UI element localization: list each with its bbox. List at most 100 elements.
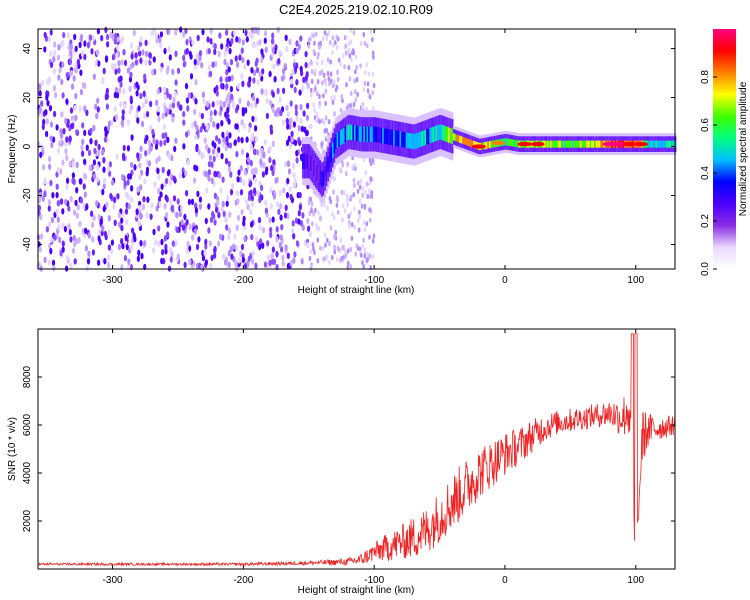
spectrogram-speckle (41, 123, 45, 130)
spectrogram-band-core (441, 125, 445, 141)
spectrogram-speckle (283, 212, 288, 219)
spectrogram-speckle (278, 96, 282, 103)
spectrogram-speckle (327, 119, 331, 125)
spectrogram-speckle (185, 248, 189, 255)
spectrogram-speckle (301, 212, 305, 219)
spectrogram-band-core (460, 136, 463, 144)
spectrogram-speckle (324, 88, 328, 94)
spectrogram-speckle (283, 62, 287, 70)
spectrogram-speckle (294, 217, 298, 224)
spectrogram-speckle (281, 260, 285, 267)
spectrogram-speckle (160, 183, 164, 190)
spectrogram-speckle (138, 152, 142, 160)
spectrogram-y-axis-label: Frequency (Hz) (7, 115, 18, 184)
spectrogram-speckle (200, 61, 204, 69)
spectrogram-speckle (271, 169, 275, 177)
spectrogram-speckle (335, 202, 339, 208)
spectrogram-speckle (59, 168, 63, 175)
spectrogram-speckle (143, 178, 147, 185)
spectrogram-speckle (288, 142, 292, 150)
spectrogram-speckle (289, 117, 293, 124)
spectrogram-speckle (109, 192, 113, 200)
spectrogram-speckle (302, 110, 306, 117)
spectrogram-speckle (293, 86, 297, 94)
spectrogram-speckle (57, 147, 61, 155)
spectrogram-speckle (323, 128, 327, 134)
spectrogram-speckle (298, 89, 302, 96)
spectrogram-speckle (331, 255, 334, 261)
spectrogram-speckle (198, 50, 203, 57)
spectrogram-speckle (159, 42, 163, 49)
spectrogram-speckle (188, 223, 192, 230)
spectrogram-speckle (209, 116, 213, 123)
spectrogram-speckle (207, 47, 211, 55)
spectrogram-speckle (276, 201, 280, 208)
spectrogram-band-core (387, 129, 390, 145)
spectrogram-band-core (424, 129, 427, 146)
spectrogram-band-core (415, 133, 418, 149)
spectrogram-speckle (152, 247, 156, 254)
spectrogram-speckle (210, 254, 214, 262)
spectrogram-speckle (120, 119, 124, 127)
spectrogram-speckle (338, 166, 342, 172)
spectrogram-band-core (572, 140, 575, 148)
spectrogram-speckle (83, 40, 87, 47)
spectrogram-speckle (321, 59, 324, 65)
spectrogram-speckle (136, 117, 140, 124)
spectrogram-speckle (73, 33, 77, 41)
spectrogram-speckle (226, 106, 230, 114)
spectrogram-speckle (328, 241, 331, 247)
spectrogram-speckle (218, 32, 222, 39)
spectrogram-speckle (49, 121, 54, 128)
spectrogram-band-core (355, 125, 358, 141)
spectrogram-speckle (106, 41, 110, 48)
spectrogram-speckle (65, 71, 69, 79)
spectrogram-speckle (44, 109, 48, 116)
spectrogram-speckle (210, 177, 214, 184)
spectrogram-speckle (176, 67, 181, 75)
spectrogram-speckle (178, 210, 182, 218)
spectrogram-speckle (179, 26, 183, 33)
spectrogram-speckle (181, 224, 185, 231)
spectrogram-speckle (149, 125, 153, 132)
spectrogram-speckle (130, 185, 134, 192)
spectrogram-band-core (418, 132, 421, 148)
spectrogram-speckle (372, 54, 375, 60)
spectrogram-speckle (168, 179, 172, 186)
spectrogram-speckle (164, 248, 168, 255)
spectrogram-speckle (96, 97, 100, 104)
spectrogram-speckle (339, 237, 343, 243)
spectrogram-speckle (250, 221, 254, 228)
spectrogram-speckle (96, 164, 100, 171)
spectrogram-speckle (166, 136, 170, 143)
spectrogram-speckle (213, 170, 217, 178)
spectrogram-speckle (55, 183, 59, 190)
spectrogram-speckle (247, 81, 251, 88)
spectrogram-speckle (360, 252, 363, 258)
spectrogram-speckle (69, 49, 73, 57)
spectrogram-speckle (107, 124, 111, 132)
spectrogram-band-core (412, 133, 415, 150)
spectrogram-speckle (233, 233, 237, 240)
spectrogram-speckle (236, 176, 240, 183)
spectrogram-speckle (331, 99, 335, 105)
spectrogram-speckle (310, 78, 314, 84)
spectrogram-speckle (136, 186, 140, 193)
spectrogram-speckle (281, 119, 285, 126)
spectrogram-speckle (60, 111, 64, 118)
spectrogram-speckle (108, 161, 112, 168)
spectrogram-speckle (128, 85, 132, 93)
spectrogram-speckle (271, 32, 275, 39)
spectrogram-speckle (227, 160, 231, 168)
spectrogram-speckle (254, 60, 258, 67)
spectrogram-speckle (346, 202, 349, 208)
spectrogram-speckle (149, 213, 153, 220)
spectrogram-speckle (47, 199, 52, 206)
spectrogram-speckle (327, 76, 331, 82)
spectrogram-speckle (198, 262, 202, 269)
spectrogram-speckle (228, 132, 232, 139)
spectrogram-speckle (312, 246, 315, 252)
spectrogram-speckle (316, 79, 320, 85)
spectrogram-speckle (167, 28, 171, 35)
spectrogram-band-core (569, 140, 572, 148)
